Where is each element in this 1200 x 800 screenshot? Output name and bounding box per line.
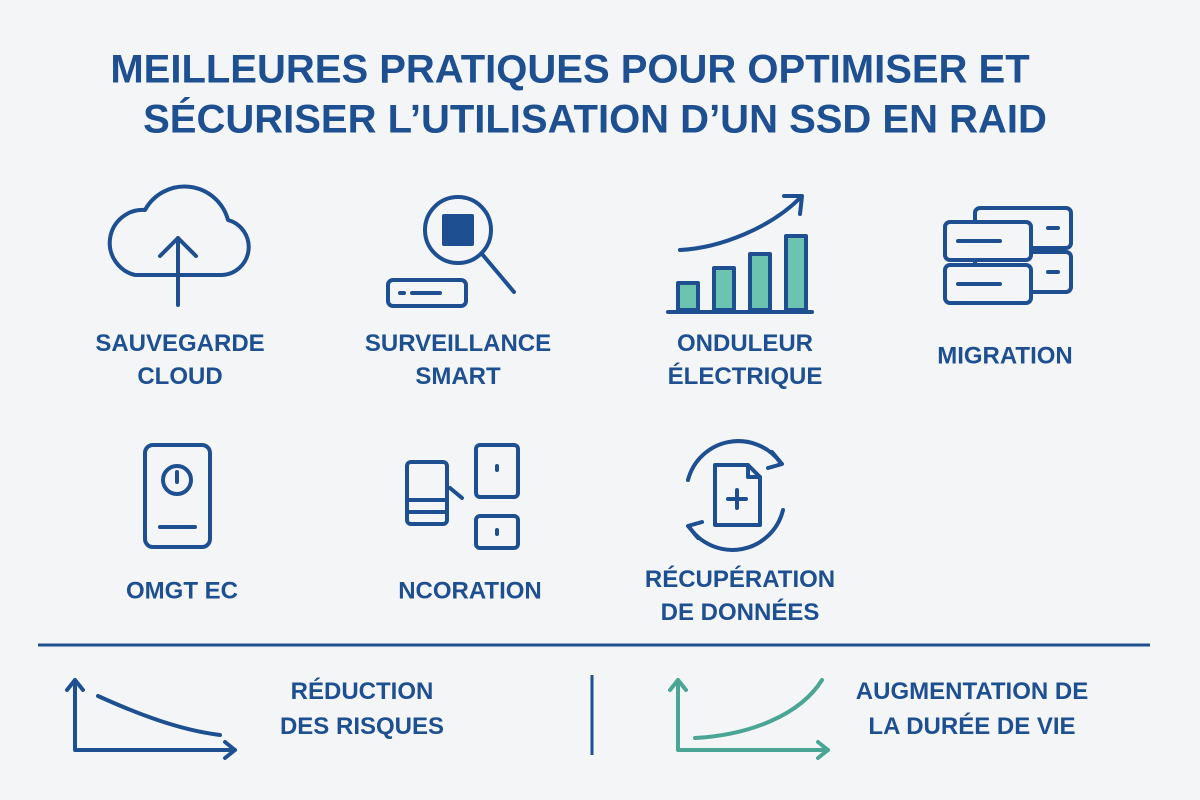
footer-label: DES RISQUES xyxy=(280,713,444,740)
title-line: SÉCURISER L’UTILISATION D’UN SSD EN RAID xyxy=(143,97,1047,142)
title-line: MEILLEURES PRATIQUES POUR OPTIMISER ET xyxy=(110,48,1029,92)
item-label: DE DONNÉES xyxy=(661,598,820,626)
footer-label: RÉDUCTION xyxy=(291,677,434,705)
footer-label: LA DURÉE DE VIE xyxy=(868,712,1075,740)
growth-icon xyxy=(666,194,814,314)
item-label: CLOUD xyxy=(137,363,222,390)
item-label: OMGT EC xyxy=(126,577,238,604)
item-label: MIGRATION xyxy=(937,342,1073,369)
recovery-icon xyxy=(686,439,785,552)
decrease-chart-icon xyxy=(65,678,237,760)
cloud-icon xyxy=(107,184,251,307)
server-icon xyxy=(943,206,1073,305)
item-label: ONDULEUR xyxy=(677,330,813,357)
item-label: SAUVEGARDE xyxy=(95,330,264,357)
device-icon xyxy=(143,443,212,549)
footer-label: AUGMENTATION DE xyxy=(856,678,1088,705)
item-label: RÉCUPÉRATION xyxy=(645,565,835,593)
search-icon xyxy=(386,195,516,308)
item-label: ÉLECTRIQUE xyxy=(668,362,823,390)
item-label: SMART xyxy=(415,363,501,390)
devices-icon xyxy=(405,443,520,550)
item-label: SURVEILLANCE xyxy=(365,330,551,357)
increase-chart-icon xyxy=(668,678,830,760)
item-label: NCORATION xyxy=(398,577,542,604)
